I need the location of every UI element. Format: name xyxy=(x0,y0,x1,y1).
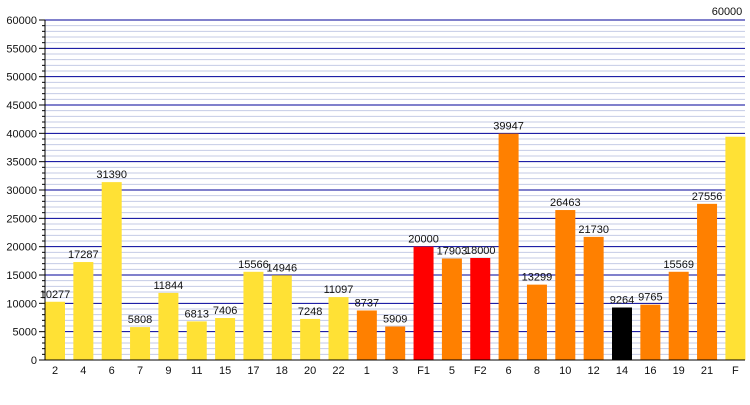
data-label: 5909 xyxy=(383,314,407,326)
data-label: 9264 xyxy=(610,295,634,307)
x-tick-label: 6 xyxy=(109,365,115,377)
y-tick-label: 60000 xyxy=(6,15,37,27)
x-tick-label: 15 xyxy=(219,365,231,377)
y-tick-label: 10000 xyxy=(6,298,37,310)
bar xyxy=(640,304,661,360)
bar xyxy=(583,236,604,360)
bar xyxy=(73,262,94,360)
bar xyxy=(413,246,434,360)
data-label: 14946 xyxy=(267,262,298,274)
data-label: 15569 xyxy=(663,259,694,271)
y-tick-label: 40000 xyxy=(6,128,37,140)
data-label: 10277 xyxy=(40,289,71,301)
data-label: 8737 xyxy=(355,297,379,309)
data-label: 5808 xyxy=(128,314,152,326)
y-tick-label: 50000 xyxy=(6,72,37,84)
y-tick-label: 35000 xyxy=(6,157,37,169)
bar xyxy=(45,301,65,360)
bar xyxy=(101,182,122,360)
x-tick-label: 17 xyxy=(247,365,259,377)
x-tick-label: 16 xyxy=(644,365,656,377)
data-label: 13299 xyxy=(522,272,553,284)
x-tick-label: 4 xyxy=(80,365,86,377)
data-label: 17287 xyxy=(68,249,99,261)
y-tick-label: 0 xyxy=(31,355,37,367)
x-tick-label: 11 xyxy=(191,365,202,377)
y-tick-label: 45000 xyxy=(6,100,37,112)
bar xyxy=(158,292,179,360)
x-tick-label: F2 xyxy=(474,365,487,377)
x-tick-label: 12 xyxy=(588,365,600,377)
x-tick-label: 7 xyxy=(137,365,143,377)
data-label: 7406 xyxy=(213,305,237,317)
data-label: 31390 xyxy=(96,169,127,181)
bar xyxy=(243,271,264,360)
x-tick-label: 20 xyxy=(304,365,316,377)
bar xyxy=(498,133,519,360)
bar xyxy=(271,275,292,360)
y-tick-label: 55000 xyxy=(6,43,37,55)
x-tick-label: 22 xyxy=(332,365,344,377)
y-tick-label: 25000 xyxy=(6,213,37,225)
data-label: 27556 xyxy=(692,191,723,203)
bar xyxy=(725,136,746,360)
x-tick-label: F xyxy=(732,365,739,377)
bar xyxy=(385,326,406,360)
y-tick-label: 20000 xyxy=(6,242,37,254)
bar xyxy=(555,210,576,360)
x-tick-label: 18 xyxy=(276,365,288,377)
data-label: 15566 xyxy=(238,259,269,271)
data-label: 18000 xyxy=(465,245,496,257)
bar xyxy=(300,318,321,360)
x-tick-label: 5 xyxy=(449,365,455,377)
x-tick-label: 10 xyxy=(559,365,571,377)
x-tick-label: 14 xyxy=(616,365,628,377)
x-tick-label: 9 xyxy=(165,365,171,377)
x-tick-label: 8 xyxy=(534,365,540,377)
y-tick-label: 30000 xyxy=(6,185,37,197)
bar xyxy=(697,203,718,360)
x-tick-label: 2 xyxy=(52,365,58,377)
bar xyxy=(612,307,632,360)
bar xyxy=(356,310,377,360)
bar xyxy=(441,258,462,360)
bar xyxy=(186,321,207,360)
data-label: 6813 xyxy=(185,308,209,320)
data-label: 60000 xyxy=(712,6,743,18)
x-tick-label: 6 xyxy=(506,365,512,377)
x-tick-label: F1 xyxy=(417,365,430,377)
bar xyxy=(526,284,547,360)
y-tick-label: 5000 xyxy=(13,327,37,339)
bar xyxy=(130,327,151,360)
x-tick-label: 21 xyxy=(701,365,713,377)
data-label: 17903 xyxy=(437,246,468,258)
x-tick-label: 3 xyxy=(392,365,398,377)
x-tick-label: 19 xyxy=(673,365,685,377)
data-label: 39947 xyxy=(493,121,524,133)
y-tick-label: 15000 xyxy=(6,270,37,282)
data-label: 11844 xyxy=(154,280,184,292)
data-label: 20000 xyxy=(408,234,439,246)
bar xyxy=(328,297,349,360)
data-label: 21730 xyxy=(578,224,609,236)
data-label: 26463 xyxy=(550,197,581,209)
data-label: 9765 xyxy=(638,292,662,304)
bar xyxy=(470,258,491,360)
bar xyxy=(215,318,236,360)
data-label: 11097 xyxy=(324,284,354,296)
data-label: 7248 xyxy=(298,306,322,318)
bar xyxy=(668,271,689,360)
x-tick-label: 1 xyxy=(364,365,370,377)
